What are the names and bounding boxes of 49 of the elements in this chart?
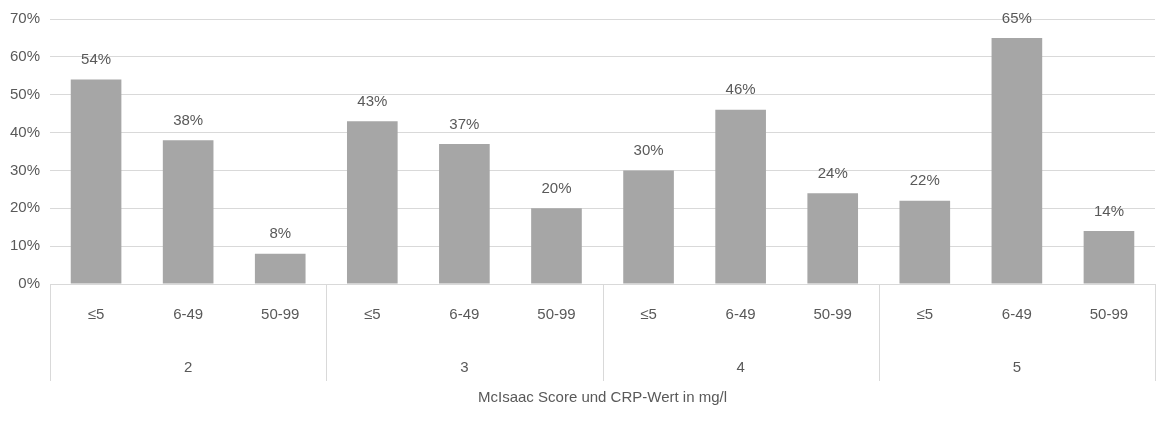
bar (623, 170, 674, 284)
text: 2 (183, 358, 193, 376)
data-label: 54% (81, 50, 112, 68)
y-tick-label: 50% (9, 84, 41, 102)
y-tick-label: 40% (9, 122, 41, 140)
x-axis-title: McIsaac Score und CRP-Wert in mg/l (478, 388, 727, 406)
x-tick-label: 50-99 (813, 305, 852, 323)
data-label: 20% (541, 178, 572, 196)
y-tick-label: 30% (9, 160, 41, 178)
x-tick-label: 50-99 (537, 305, 576, 323)
y-tick-label: 20% (9, 198, 41, 216)
bar (162, 140, 214, 284)
bar (807, 193, 859, 284)
y-tick-label: 10% (9, 236, 41, 254)
bar (991, 37, 1043, 284)
data-label: 43% (357, 91, 388, 109)
bar (439, 143, 490, 284)
bar (715, 109, 766, 284)
bar (531, 208, 582, 284)
x-tick-label: 6-49 (1001, 305, 1032, 323)
bar (70, 79, 122, 284)
text: 3 (460, 358, 469, 376)
x-tick-label: 50-99 (1089, 305, 1129, 323)
bar (1083, 231, 1135, 284)
data-label: 8% (269, 224, 292, 242)
bar (899, 200, 951, 284)
y-tick-label: 60% (9, 47, 41, 64)
data-label: 14% (1093, 201, 1124, 219)
data-label: 30% (633, 141, 664, 159)
data-label: 38% (173, 110, 204, 128)
x-tick-label: 6-49 (449, 305, 480, 323)
y-tick-label: 70% (9, 9, 41, 27)
x-tick-label: 6-49 (725, 305, 756, 323)
y-tick-label: 0% (18, 274, 41, 292)
x-tick-label: 50-99 (261, 305, 300, 323)
x-tick-label: 6-49 (173, 305, 204, 323)
x-tick-label: ≤5 (87, 305, 105, 323)
text: 4 (736, 358, 745, 376)
text: 5 (1012, 358, 1022, 376)
data-label: 22% (909, 171, 940, 189)
x-tick-label: ≤5 (640, 305, 657, 323)
bar (346, 121, 398, 284)
bar (254, 253, 306, 284)
data-label: 24% (817, 163, 848, 181)
x-tick-label: ≤5 (364, 305, 381, 323)
data-label: 46% (725, 80, 756, 98)
x-tick-label: ≤5 (916, 305, 934, 323)
data-label: 37% (449, 114, 480, 132)
data-label: 65% (1001, 8, 1032, 26)
